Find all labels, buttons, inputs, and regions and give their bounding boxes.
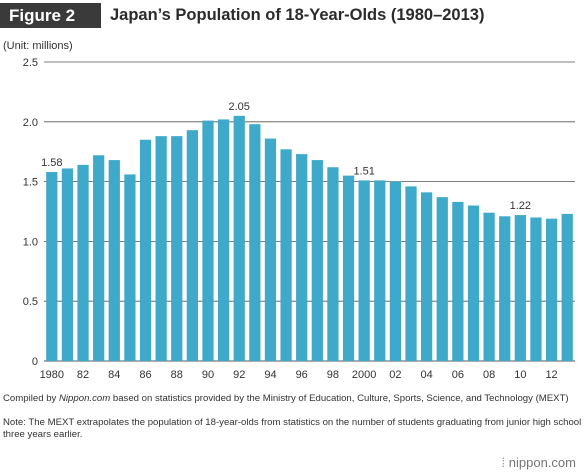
bar-2003	[405, 186, 417, 361]
y-tick-label: 0	[32, 356, 38, 368]
x-tick-label: 04	[421, 369, 433, 381]
bar-1985	[124, 174, 136, 361]
bar-1988	[171, 136, 183, 361]
chart-title: Japan’s Population of 18-Year-Olds (1980…	[110, 6, 485, 24]
bar-2012	[545, 218, 558, 361]
x-tick-label: 84	[108, 369, 120, 381]
x-tick-label: 02	[389, 369, 401, 381]
method-note: Note: The MEXT extrapolates the populati…	[3, 417, 582, 440]
bar-1987	[155, 136, 167, 361]
bar-1990	[202, 120, 214, 361]
bar-1992	[233, 115, 245, 361]
bar-2013	[561, 213, 573, 361]
bar-1981	[61, 168, 74, 361]
x-tick-label: 92	[233, 369, 245, 381]
bar-2001	[374, 180, 386, 361]
bar-2005	[436, 197, 448, 361]
x-tick-label: 06	[452, 369, 464, 381]
x-tick-label: 12	[545, 369, 557, 381]
bar-1998	[327, 167, 339, 361]
x-tick-label: 86	[139, 369, 151, 381]
bar-2011	[530, 217, 542, 361]
nippon-logo-mark-icon: ⁞	[501, 455, 506, 470]
bar-2002	[389, 181, 402, 361]
bar-1995	[280, 149, 292, 361]
x-tick-label: 10	[514, 369, 526, 381]
bar-1983	[93, 155, 105, 361]
bar-2000	[358, 180, 370, 361]
bar-2008	[483, 212, 495, 361]
source-note: Compiled by Nippon.com based on statisti…	[3, 393, 583, 405]
x-tick-label: 98	[327, 369, 339, 381]
bar-1993	[249, 124, 261, 361]
bar-1991	[217, 119, 230, 362]
logo-text: nippon.com	[508, 455, 576, 470]
y-tick-label: 0.5	[23, 296, 38, 308]
bar-1982	[77, 164, 89, 361]
y-tick-label: 2.5	[23, 57, 38, 69]
figure-badge: Figure 2	[0, 3, 101, 28]
bar-1989	[186, 130, 198, 361]
bar-2010	[514, 215, 526, 361]
x-tick-label: 96	[296, 369, 308, 381]
nippon-logo: ⁞ nippon.com	[502, 455, 576, 470]
data-label: 1.51	[353, 165, 374, 177]
y-tick-label: 1.0	[23, 236, 38, 248]
x-tick-label: 82	[77, 369, 89, 381]
bar-1999	[342, 175, 355, 361]
bar-1984	[108, 160, 120, 361]
bar-1986	[139, 139, 152, 361]
y-tick-label: 1.5	[23, 177, 38, 189]
data-label: 2.05	[229, 101, 250, 113]
data-label: 1.58	[41, 157, 62, 169]
y-tick-label: 2.0	[23, 117, 38, 129]
unit-label: (Unit: millions)	[3, 40, 73, 52]
source-rest: based on statistics provided by the Mini…	[110, 393, 569, 404]
x-tick-label: 1980	[40, 369, 64, 381]
chart-header: Figure 2 Japan’s Population of 18-Year-O…	[0, 0, 584, 30]
bar-1996	[296, 154, 308, 361]
data-label: 1.22	[510, 200, 531, 212]
bar-2004	[421, 192, 433, 361]
source-prefix: Compiled by	[3, 393, 59, 404]
x-tick-label: 2000	[352, 369, 376, 381]
bar-2007	[467, 205, 480, 361]
bar-1997	[311, 160, 323, 361]
bar-1980	[46, 172, 58, 361]
bar-1994	[264, 138, 277, 361]
bar-2006	[452, 201, 464, 361]
x-tick-label: 08	[483, 369, 495, 381]
x-tick-label: 94	[264, 369, 276, 381]
chart-notes: Compiled by Nippon.com based on statisti…	[3, 393, 583, 453]
source-name: Nippon.com	[59, 393, 111, 404]
x-tick-label: 88	[171, 369, 183, 381]
bar-2009	[499, 216, 511, 361]
x-tick-label: 90	[202, 369, 214, 381]
bar-chart: 0 0.5 1.0 1.5 2.0 2.5 1980 82 84 86 88 90 92 94 96 98 20…	[23, 57, 575, 381]
